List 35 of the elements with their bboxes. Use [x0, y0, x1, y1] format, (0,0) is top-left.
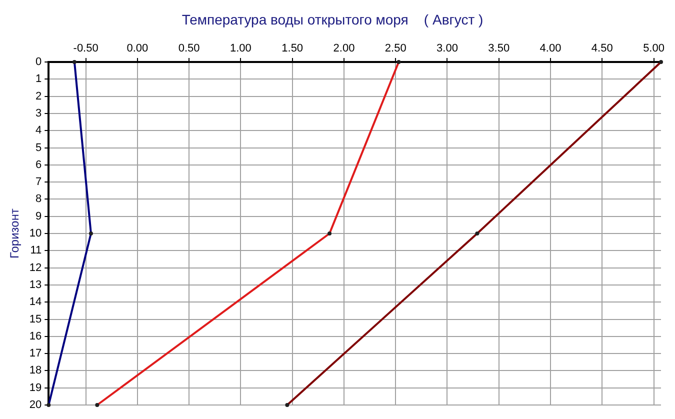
y-axis-title: Горизонт: [8, 208, 22, 258]
y-tick-label: 19: [29, 382, 42, 394]
y-tick-label: 9: [36, 210, 42, 222]
y-tick-label: 7: [36, 176, 42, 188]
x-tick-label: 1.00: [230, 42, 252, 54]
x-tick-label: 0.50: [178, 42, 200, 54]
y-tick-label: 0: [36, 56, 42, 68]
x-tick-label: 4.00: [540, 42, 562, 54]
y-tick-label: 12: [29, 262, 42, 274]
y-tick-label: 20: [29, 399, 42, 412]
y-tick-label: 13: [29, 278, 42, 291]
y-tick-label: 11: [30, 244, 42, 257]
x-tick-label: 4.50: [591, 42, 613, 54]
x-tick-label: 0.00: [126, 42, 148, 54]
y-tick-label: 3: [36, 107, 42, 120]
y-tick-label: 6: [36, 158, 42, 171]
x-tick-label: 3.00: [436, 42, 458, 54]
y-tick-label: 4: [36, 124, 42, 137]
y-tick-label: 14: [29, 296, 42, 308]
x-tick-label: 1.50: [282, 42, 304, 54]
y-tick-label: 15: [29, 313, 42, 326]
y-tick-label: 18: [29, 364, 42, 377]
y-tick-label: 17: [29, 348, 42, 360]
chart-title: Температура воды открытого моря ( Август ): [182, 11, 484, 28]
y-tick-label: 5: [36, 142, 42, 154]
y-tick-label: 16: [29, 330, 42, 342]
x-tick-label: 2.50: [384, 42, 406, 54]
x-tick-label: 3.50: [488, 42, 510, 54]
x-tick-label: 5.00: [643, 42, 664, 54]
x-tick-label: -0.50: [73, 42, 98, 54]
y-tick-label: 8: [36, 193, 42, 206]
y-tick-label: 2: [36, 90, 42, 102]
y-tick-label: 1: [36, 73, 42, 86]
y-tick-label: 10: [29, 228, 42, 240]
x-tick-label: 2.00: [333, 42, 355, 54]
